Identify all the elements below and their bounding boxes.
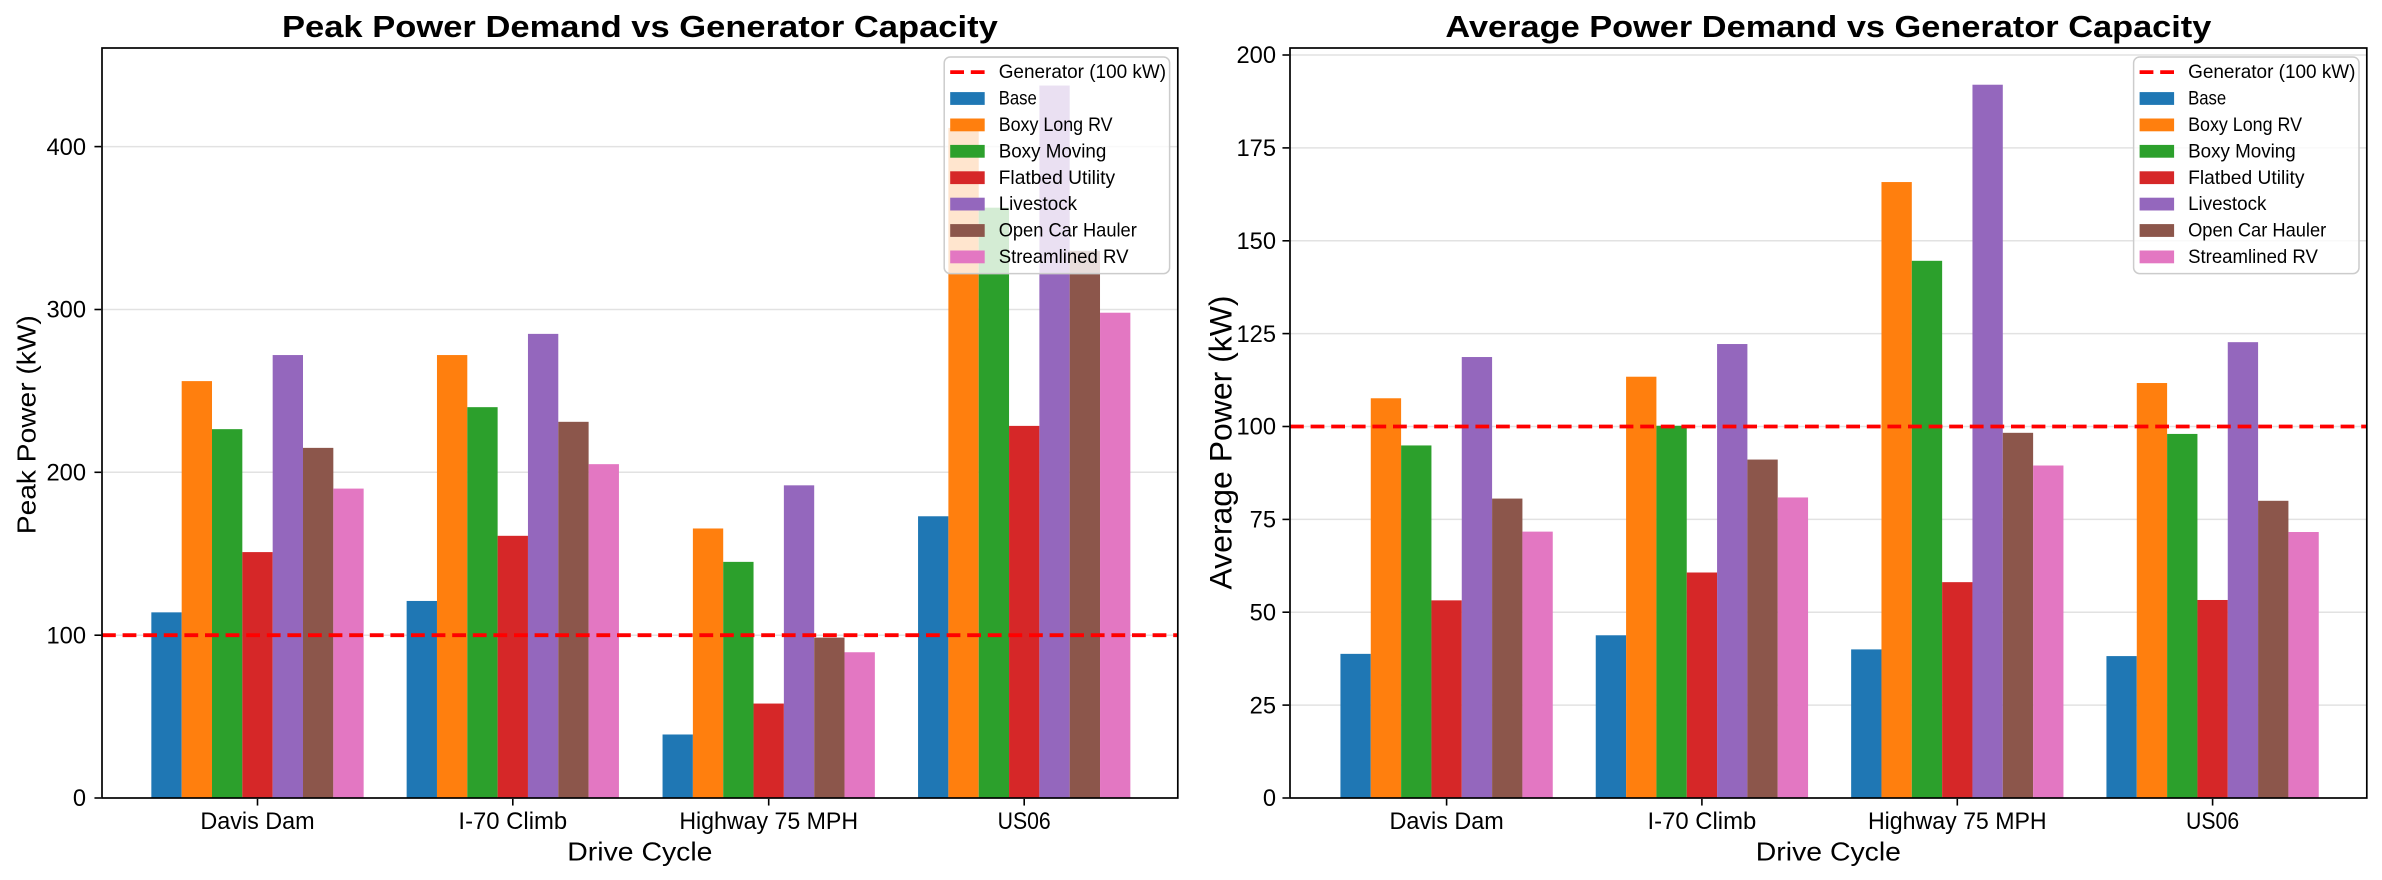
svg-text:Open Car Hauler: Open Car Hauler [2188,221,2327,242]
svg-text:200: 200 [46,461,86,487]
svg-text:175: 175 [1236,136,1276,162]
svg-text:Open Car Hauler: Open Car Hauler [999,221,1138,242]
svg-text:Livestock: Livestock [2188,194,2267,215]
svg-text:100: 100 [46,623,86,649]
svg-text:Davis Dam: Davis Dam [200,809,314,835]
svg-text:Base: Base [999,89,1037,110]
svg-text:Average Power (kW): Average Power (kW) [1202,295,1238,589]
svg-text:Peak Power Demand vs Generator: Peak Power Demand vs Generator Capacity [282,10,998,44]
svg-text:Flatbed Utility: Flatbed Utility [2188,168,2305,189]
svg-text:US06: US06 [2186,809,2239,835]
svg-text:300: 300 [46,298,86,324]
svg-text:US06: US06 [998,809,1051,835]
svg-text:Flatbed Utility: Flatbed Utility [999,168,1116,189]
svg-text:Boxy Long RV: Boxy Long RV [999,115,1113,136]
svg-text:Drive Cycle: Drive Cycle [1756,839,1901,867]
svg-text:200: 200 [1236,43,1276,69]
svg-text:Livestock: Livestock [999,194,1078,215]
svg-text:Average Power Demand vs Genera: Average Power Demand vs Generator Capaci… [1445,10,2211,44]
svg-text:125: 125 [1236,322,1276,348]
svg-text:50: 50 [1250,600,1276,626]
svg-text:Highway 75 MPH: Highway 75 MPH [679,809,858,835]
svg-text:75: 75 [1250,508,1276,534]
svg-text:Streamlined RV: Streamlined RV [999,247,1129,268]
svg-text:Base: Base [2188,89,2226,110]
svg-text:100: 100 [1236,415,1276,441]
svg-text:Generator (100 kW): Generator (100 kW) [2188,62,2355,83]
svg-text:Boxy Long RV: Boxy Long RV [2188,115,2302,136]
svg-text:25: 25 [1250,693,1276,719]
svg-text:150: 150 [1236,229,1276,255]
svg-text:0: 0 [73,786,86,812]
svg-text:Boxy Moving: Boxy Moving [2188,141,2296,162]
svg-text:Davis Dam: Davis Dam [1389,809,1503,835]
svg-text:Generator (100 kW): Generator (100 kW) [999,62,1166,83]
svg-text:I-70 Climb: I-70 Climb [458,809,567,835]
svg-text:400: 400 [46,135,86,161]
svg-text:I-70 Climb: I-70 Climb [1648,809,1757,835]
svg-text:Drive Cycle: Drive Cycle [567,839,712,867]
svg-text:0: 0 [1263,786,1276,812]
svg-text:Streamlined RV: Streamlined RV [2188,247,2318,268]
svg-text:Peak Power (kW): Peak Power (kW) [14,315,42,534]
svg-text:Highway 75 MPH: Highway 75 MPH [1868,809,2047,835]
svg-text:Boxy Moving: Boxy Moving [999,141,1107,162]
